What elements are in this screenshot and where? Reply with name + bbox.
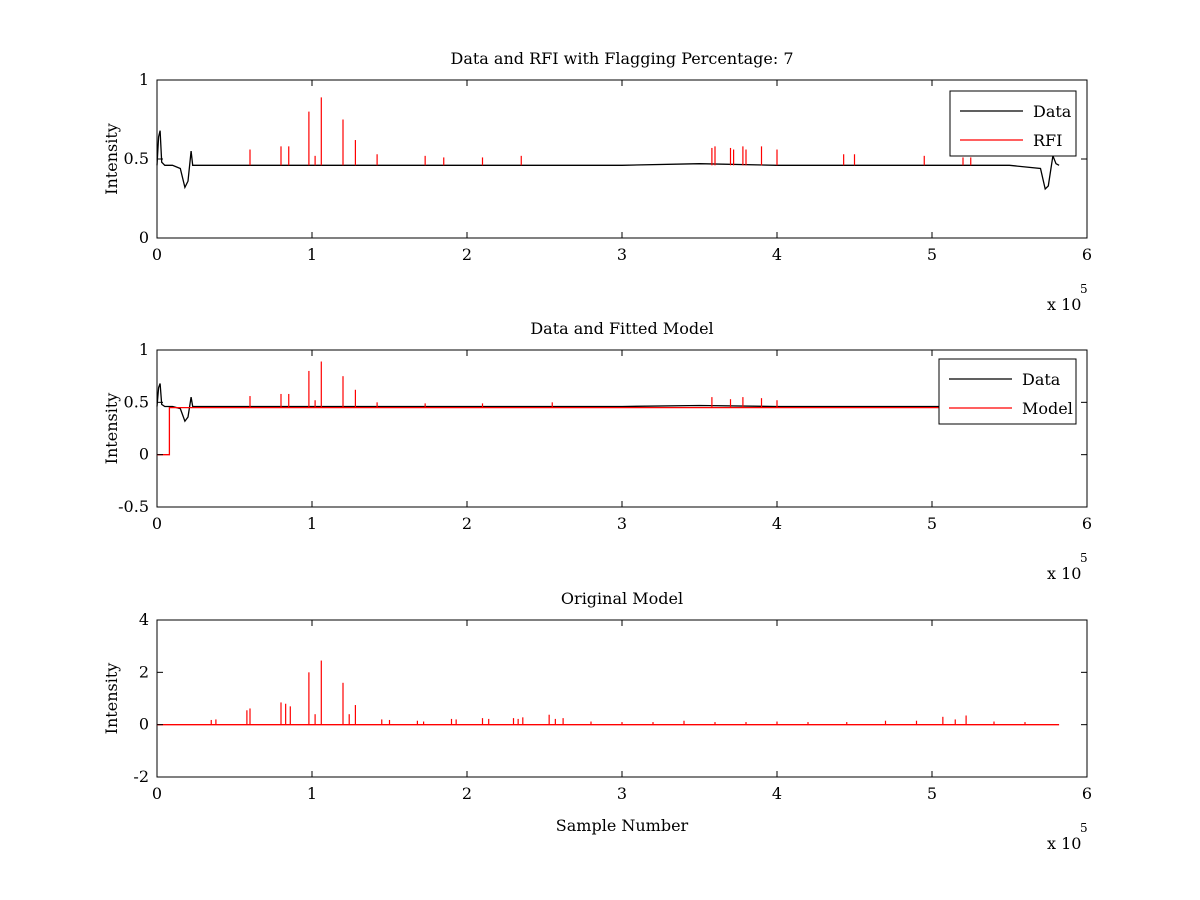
x-tick-label: 2	[462, 514, 472, 533]
y-tick-label: 1	[139, 70, 149, 89]
x-tick-label: 2	[462, 245, 472, 264]
legend: Data RFI	[949, 90, 1077, 157]
y-tick-label: -0.5	[118, 497, 149, 516]
x-tick-label: 4	[772, 514, 782, 533]
x-tick-label: 5	[927, 245, 937, 264]
y-tick-label: 0	[139, 715, 149, 734]
series-line	[157, 406, 1060, 456]
x-tick-label: 6	[1082, 245, 1092, 264]
axes-box	[156, 349, 1088, 508]
x-tick-label: 6	[1082, 784, 1092, 803]
x-tick-label: 6	[1082, 514, 1092, 533]
axes-box	[156, 619, 1088, 778]
x-multiplier-exponent: 5	[1080, 282, 1088, 296]
x-tick-label: 1	[307, 245, 317, 264]
series-line	[156, 383, 1060, 423]
y-tick-label: 0.5	[124, 392, 149, 411]
legend-box	[949, 90, 1077, 157]
series-line	[156, 130, 1060, 191]
y-tick-label: 0.5	[124, 149, 149, 168]
x-tick-label: 2	[462, 784, 472, 803]
x-tick-label: 3	[617, 784, 627, 803]
x-tick-label: 0	[152, 514, 162, 533]
axes-box	[156, 79, 1088, 239]
legend-box	[938, 358, 1077, 425]
x-tick-label: 4	[772, 245, 782, 264]
subplot-title: Data and RFI with Flagging Percentage: 7	[450, 49, 793, 68]
x-tick-label: 3	[617, 514, 627, 533]
y-tick-label: -2	[133, 767, 149, 786]
legend: Data Model	[938, 358, 1077, 425]
y-tick-label: 0	[139, 228, 149, 247]
subplot-title: Data and Fitted Model	[530, 319, 713, 338]
legend-label: Data	[1033, 102, 1072, 121]
x-tick-label: 1	[307, 514, 317, 533]
x-tick-label: 1	[307, 784, 317, 803]
series-data	[156, 383, 1060, 423]
legend-label: Model	[1022, 399, 1073, 418]
y-axis-label: Intensity	[102, 663, 121, 735]
x-tick-label: 0	[152, 784, 162, 803]
y-tick-label: 4	[139, 610, 149, 629]
y-tick-label: 1	[139, 340, 149, 359]
series-rfi	[249, 97, 972, 166]
x-multiplier-label: x 10	[1047, 834, 1081, 853]
x-multiplier-label: x 10	[1047, 295, 1081, 314]
y-axis-label: Intensity	[102, 123, 121, 195]
legend-label: Data	[1022, 370, 1061, 389]
x-multiplier-exponent: 5	[1080, 821, 1088, 835]
x-tick-label: 5	[927, 514, 937, 533]
x-tick-label: 4	[772, 784, 782, 803]
series-model	[157, 361, 1060, 456]
series-model	[157, 660, 1060, 726]
x-multiplier-label: x 10	[1047, 564, 1081, 583]
y-tick-label: 0	[139, 445, 149, 464]
y-axis-label: Intensity	[102, 393, 121, 465]
x-tick-label: 0	[152, 245, 162, 264]
x-axis-label: Sample Number	[556, 816, 689, 835]
subplot-title: Original Model	[561, 589, 683, 608]
y-tick-label: 2	[139, 662, 149, 681]
x-tick-label: 5	[927, 784, 937, 803]
legend-label: RFI	[1033, 131, 1062, 150]
series-data	[156, 130, 1060, 191]
x-tick-label: 3	[617, 245, 627, 264]
x-multiplier-exponent: 5	[1080, 551, 1088, 565]
